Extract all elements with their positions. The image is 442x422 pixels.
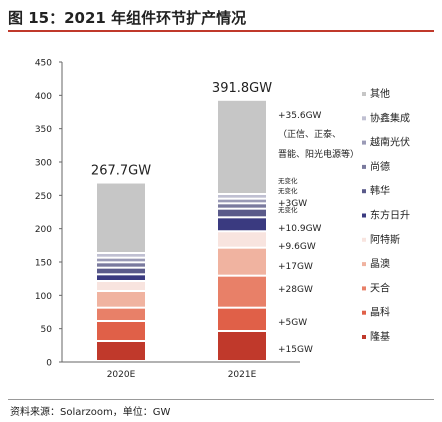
legend-label: 天合: [370, 281, 390, 294]
annotation-label: +35.6GW: [278, 111, 322, 121]
bar-segment: [218, 199, 266, 203]
bar-segment: [97, 308, 145, 320]
legend-label: 晶科: [370, 306, 390, 319]
x-tick-label: 2020E: [107, 370, 136, 380]
title-bar: 图 15：2021 年组件环节扩产情况: [8, 4, 434, 32]
bar-segment: [218, 218, 266, 231]
bar-segment: [97, 292, 145, 307]
bar-segment: [97, 268, 145, 274]
annotation-label: +28GW: [278, 285, 313, 295]
y-tick-label: 150: [35, 259, 52, 269]
chart-title: 图 15：2021 年组件环节扩产情况: [8, 9, 247, 27]
legend-swatch: [362, 213, 366, 218]
annotation-label: 晋能、阳光电源等）: [278, 148, 359, 160]
bar-segment: [97, 275, 145, 280]
bar-segment: [218, 332, 266, 360]
legend-swatch: [362, 262, 366, 267]
legend-swatch: [362, 92, 366, 96]
y-tick-label: 450: [35, 59, 52, 69]
bar-segment: [97, 258, 145, 262]
annotation-label: +3GW: [278, 199, 307, 209]
source-note: 资料来源：Solarzoom，单位：GW: [10, 407, 171, 418]
annotation-label: 无变化: [278, 186, 298, 195]
bar-segment: [97, 254, 145, 257]
legend-swatch: [362, 286, 366, 291]
y-tick-label: 100: [35, 292, 52, 302]
y-tick-label: 350: [35, 125, 52, 135]
y-tick-label: 0: [46, 359, 52, 369]
y-tick-label: 200: [35, 225, 52, 235]
bar-segment: [97, 282, 145, 290]
legend-label: 越南光伏: [370, 136, 410, 149]
annotation-label: 无变化: [278, 176, 298, 185]
legend-label: 隆基: [370, 330, 390, 343]
bar-segment: [218, 195, 266, 198]
bar-segment: [97, 322, 145, 340]
legend-label: 韩华: [370, 184, 390, 197]
bar-segment: [218, 248, 266, 275]
y-tick-label: 50: [41, 325, 53, 335]
annotation-label: +17GW: [278, 262, 313, 272]
bar-segment: [97, 342, 145, 360]
x-tick-label: 2021E: [228, 370, 257, 380]
annotation-label: +9.6GW: [278, 242, 316, 252]
legend-swatch: [362, 189, 366, 194]
bar-segment: [218, 209, 266, 217]
bar-segment: [218, 232, 266, 247]
legend-label: 协鑫集成: [370, 111, 410, 124]
source-bar: 资料来源：Solarzoom，单位：GW: [8, 399, 434, 418]
bar-segment: [218, 100, 266, 193]
y-tick-label: 400: [35, 92, 52, 102]
annotation-label: +10.9GW: [278, 224, 322, 234]
legend-label: 尚德: [370, 160, 390, 173]
legend-label: 东方日升: [370, 209, 410, 222]
legend-label: 阿特斯: [370, 233, 400, 246]
annotation-label: +5GW: [278, 318, 307, 328]
bar-segment: [218, 308, 266, 330]
legend-swatch: [362, 116, 366, 121]
bar-segment: [97, 183, 145, 252]
legend-label: 晶澳: [370, 257, 390, 270]
legend-swatch: [362, 237, 366, 242]
bar-total-label: 391.8GW: [212, 81, 272, 96]
legend-swatch: [362, 310, 366, 315]
legend-swatch: [362, 140, 366, 145]
y-tick-label: 300: [35, 159, 52, 169]
bar-segment: [97, 263, 145, 267]
bar-segment: [218, 276, 266, 307]
legend-swatch: [362, 335, 366, 339]
annotation-label: 无变化: [278, 205, 298, 214]
legend-swatch: [362, 164, 366, 169]
bar-total-label: 267.7GW: [91, 164, 151, 179]
annotation-label: （正信、正泰、: [278, 128, 341, 140]
annotation-label: +15GW: [278, 345, 313, 355]
y-tick-label: 250: [35, 192, 52, 202]
legend-label: 其他: [370, 87, 390, 100]
bar-segment: [218, 204, 266, 208]
